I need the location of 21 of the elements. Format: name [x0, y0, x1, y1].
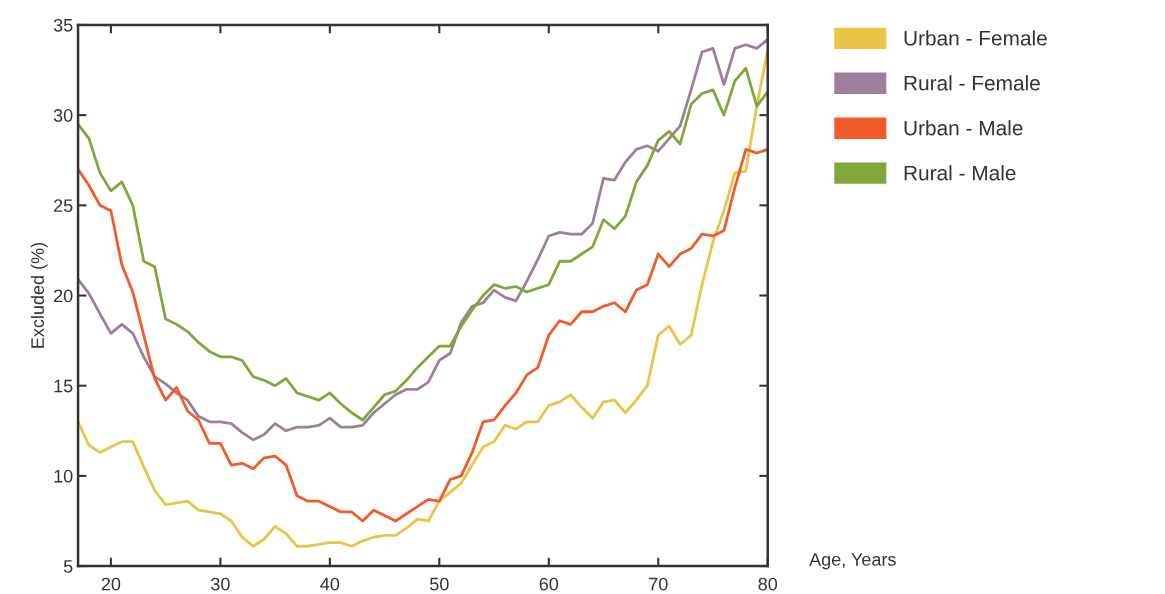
y-tick-label: 10 [54, 469, 73, 483]
legend-label: Rural - Female [904, 75, 1040, 91]
line-series [78, 148, 768, 523]
x-tick-label: 20 [101, 577, 121, 591]
y-tick-label: 25 [54, 199, 73, 213]
y-tick-label: 30 [53, 109, 73, 122]
x-tick-label: 80 [758, 577, 778, 591]
x-tick-label: 60 [539, 577, 559, 591]
y-axis-title: Excluded (%) [30, 242, 48, 348]
y-tick-label: 15 [54, 379, 73, 393]
legend-label: Rural - Male [904, 165, 1016, 181]
x-tick-label: 50 [430, 577, 449, 591]
x-tick-label: 40 [320, 577, 340, 591]
x-axis-title: Age, Years [809, 553, 896, 570]
x-tick-label: 70 [649, 577, 668, 591]
y-tick-label: 20 [54, 289, 73, 303]
legend-label: Urban - Male [904, 120, 1023, 136]
x-tick-label: 30 [211, 577, 230, 591]
legend-label: Urban - Female [904, 30, 1047, 46]
y-tick-label: 5 [63, 560, 73, 573]
y-tick-label: 35 [53, 18, 73, 32]
